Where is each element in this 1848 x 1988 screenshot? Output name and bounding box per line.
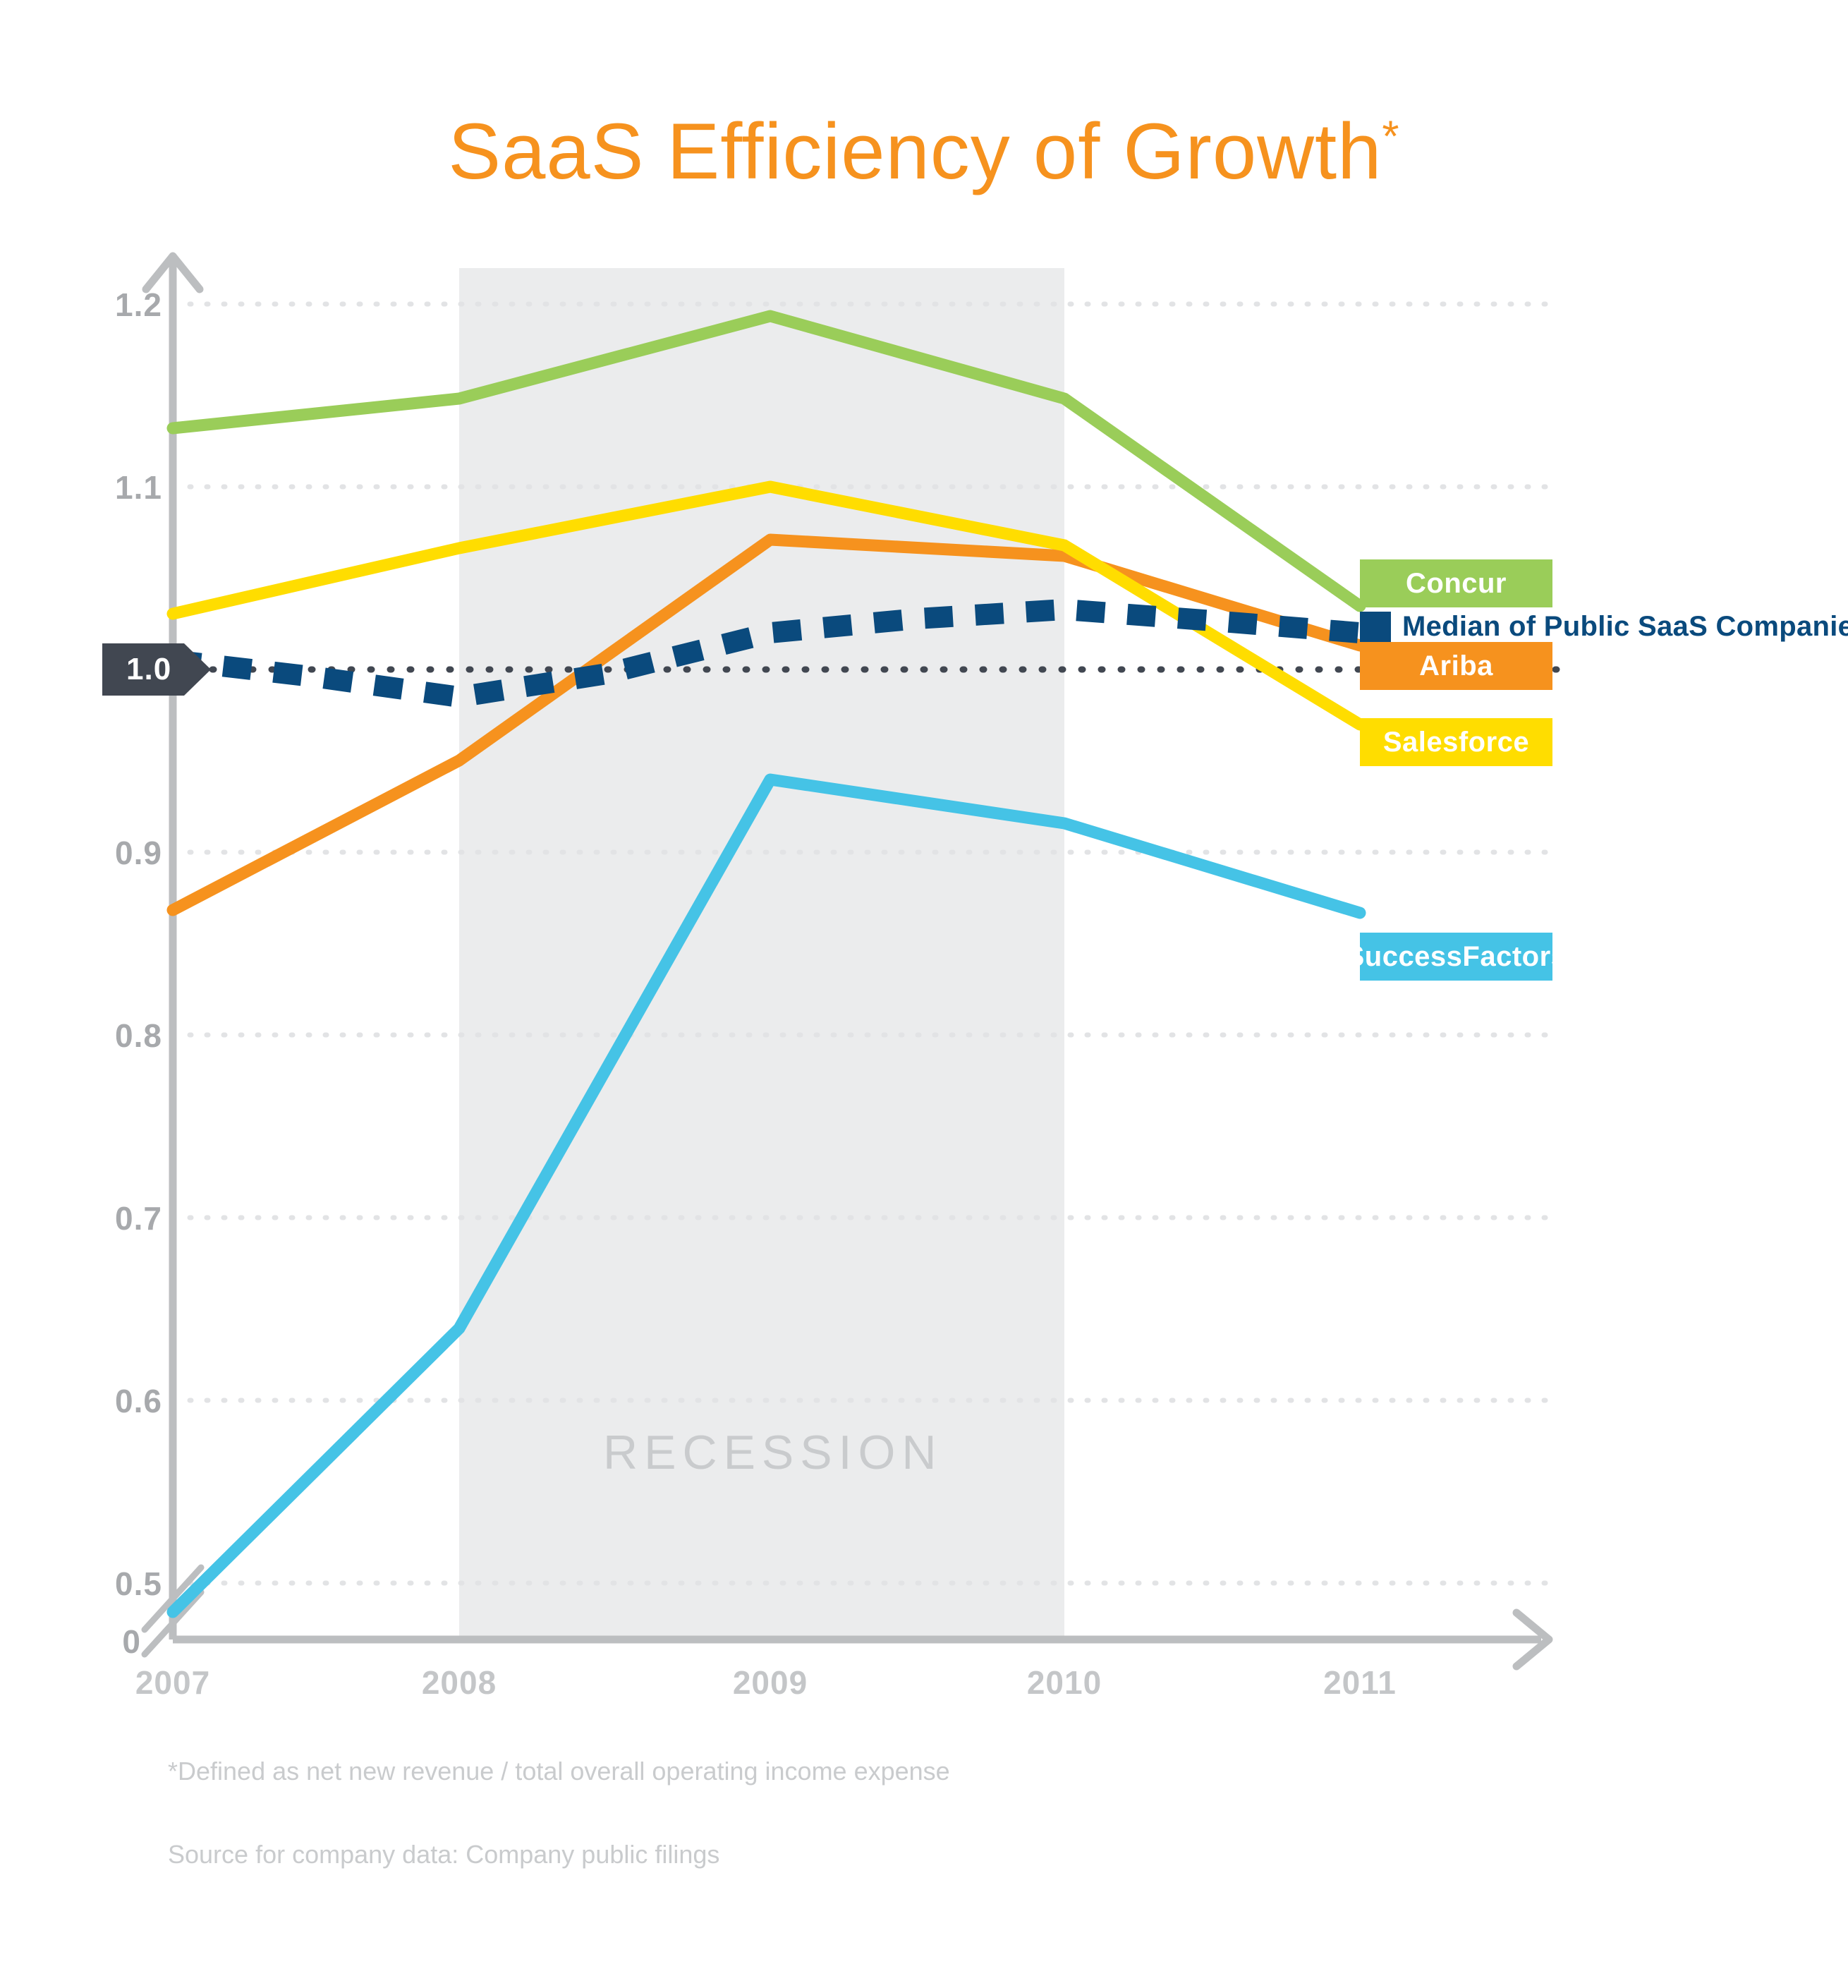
series-line-successfactors (166, 773, 1366, 1618)
legend-label-ariba: Ariba (1419, 650, 1493, 681)
y-tick-label-0-7: 0.7 (115, 1200, 162, 1237)
legend-item-ariba[interactable]: Ariba (1360, 642, 1552, 690)
recession-band (459, 268, 1064, 1640)
legend-label-concur: Concur (1406, 567, 1507, 599)
legend-item-salesforce[interactable]: Salesforce (1360, 718, 1552, 766)
legend-swatch-median (1360, 611, 1391, 643)
y-tick-label-0-5: 0.5 (115, 1565, 162, 1602)
baseline-badge-pointer (184, 643, 212, 696)
legend-item-concur[interactable]: Concur (1360, 559, 1552, 607)
y-tick-label-1-2: 1.2 (115, 286, 162, 323)
y-axis (142, 252, 204, 1640)
legend-item-median[interactable]: Median of Public SaaS Companies (1360, 611, 1848, 643)
page-title-text: SaaS Efficiency of Growth (448, 107, 1382, 195)
legend-label-salesforce: Salesforce (1382, 726, 1530, 758)
series-line-ariba (166, 533, 1366, 916)
y-tick-label-0-6: 0.6 (115, 1383, 162, 1419)
series-line-concur (166, 310, 1366, 612)
x-tick-label-2009: 2009 (732, 1664, 808, 1701)
gridlines (170, 301, 1562, 1586)
legend-label-median: Median of Public SaaS Companies (1402, 611, 1848, 642)
recession-annotation: RECESSION (603, 1426, 943, 1479)
footnote-definition: *Defined as net new revenue / total over… (168, 1757, 950, 1786)
y-tick-label-0: 0 (122, 1623, 141, 1660)
x-tick-label-2008: 2008 (421, 1664, 497, 1701)
series-line-salesforce (166, 480, 1366, 731)
x-axis (173, 1608, 1553, 1671)
legend-label-successfactors: SuccessFactors (1345, 940, 1567, 972)
y-tick-label-0-9: 0.9 (115, 835, 162, 871)
x-tick-label-2007: 2007 (135, 1664, 211, 1701)
baseline-value-badge-label: 1.0 (126, 652, 172, 686)
axis-break-icon (141, 1564, 205, 1658)
legend-item-successfactors[interactable]: SuccessFactors (1346, 933, 1567, 981)
page-title: SaaS Efficiency of Growth* (0, 106, 1848, 197)
y-tick-label-0-8: 0.8 (115, 1017, 162, 1054)
footnote-source: Source for company data: Company public … (168, 1840, 720, 1869)
x-tick-label-2011: 2011 (1323, 1664, 1397, 1701)
x-tick-label-2010: 2010 (1026, 1664, 1102, 1701)
y-tick-label-1-1: 1.1 (115, 469, 162, 506)
title-footnote-marker: * (1382, 112, 1400, 162)
baseline-value-badge: 1.0 (102, 643, 212, 696)
